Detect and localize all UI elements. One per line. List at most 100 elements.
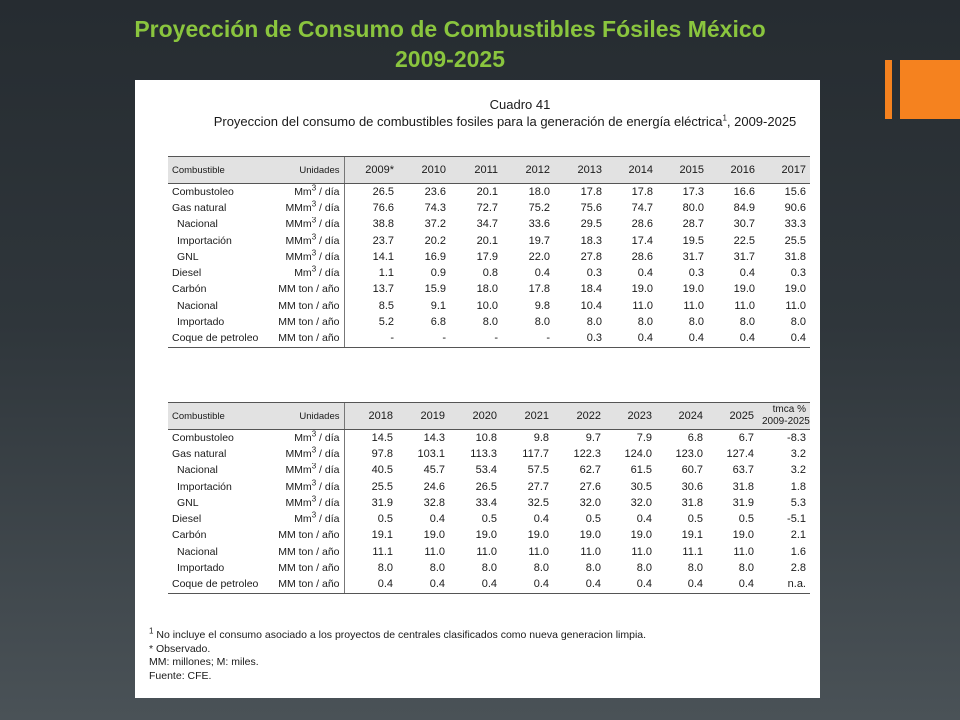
table-cell: 19.0 <box>527 529 549 542</box>
header-year: 2009* <box>343 156 398 184</box>
unit-prefix: MMm <box>285 218 312 231</box>
row-fuel-name: Nacional <box>177 299 218 312</box>
unit-exponent: 3 <box>311 478 317 488</box>
table-cell: 0.4 <box>397 576 449 594</box>
table-row: Importado MM ton / año 8.0 8.0 8.0 8.0 8.0 8.0 8… <box>168 560 810 577</box>
row-unit: MM ton / año <box>278 316 340 329</box>
table-cell: 0.5 <box>687 513 703 526</box>
table-cell: 19.0 <box>732 529 754 542</box>
row-unit: MMm3 / día <box>260 463 344 479</box>
table-cell: 8.0 <box>482 316 498 329</box>
table-cell: 37.2 <box>424 218 446 231</box>
table-cell: 11.1 <box>343 544 397 561</box>
table-cell: 76.6 <box>343 200 398 217</box>
table-cell: 7.9 <box>636 431 652 444</box>
table-cell: 19.5 <box>682 234 704 247</box>
table-caption-text: Proyeccion del consumo de combustibles f… <box>213 114 723 129</box>
table-cell: 0.4 <box>605 576 656 594</box>
unit-suffix: / día <box>316 480 340 493</box>
header-tmca-label: tmca % <box>772 404 806 415</box>
row-unit: MMm3 / día <box>260 495 344 511</box>
table-cell: 11.0 <box>476 545 497 558</box>
slide-title-line2: 2009-2025 <box>395 46 505 72</box>
table-cell: 0.4 <box>449 576 501 594</box>
table-cell: 31.8 <box>784 250 806 263</box>
table-row: Gas natural MMm3 / día 97.8 103.1 113.3 117.7… <box>168 446 810 463</box>
unit-exponent: 3 <box>311 183 317 193</box>
table-cell: 9.7 <box>585 431 601 444</box>
table-cell: 6.7 <box>738 431 754 444</box>
unit-prefix: Mm <box>294 185 312 198</box>
table-cell: 8.5 <box>343 298 398 315</box>
unit-suffix: / día <box>316 464 340 477</box>
row-fuel-name: Gas natural <box>172 447 227 460</box>
table-cell: 97.8 <box>343 446 397 463</box>
unit-suffix: / día <box>316 218 340 231</box>
table-cell: 113.3 <box>470 447 497 460</box>
row-fuel-name: Nacional <box>177 545 218 558</box>
row-unit: Mm3 / día <box>260 430 344 447</box>
table-cell-tmca: -5.1 <box>787 513 806 526</box>
table-cell: 17.8 <box>580 185 602 198</box>
table-row: Carbón MM ton / año 19.1 19.0 19.0 19.0 19.0 19… <box>168 527 810 545</box>
header-tmca-period: 2009-2025 <box>762 416 810 427</box>
row-fuel-name: Carbón <box>172 529 207 542</box>
table-cell: 17.8 <box>528 283 550 296</box>
accent-bar-thin <box>885 60 892 119</box>
table-cell: 80.0 <box>682 201 704 214</box>
table-cell: 0.4 <box>429 513 445 526</box>
projection-table-2009-2017: Combustible Unidades 2009* 2010 2011 2012 20… <box>168 156 810 348</box>
table-cell: 31.9 <box>732 496 754 509</box>
unit-prefix: MMm <box>285 447 312 460</box>
table-cell: 9.8 <box>533 431 549 444</box>
unit-prefix: Mm <box>294 267 312 280</box>
row-unit: MM ton / año <box>260 576 344 594</box>
table-cell: 19.0 <box>631 283 653 296</box>
table-row: Coque de petroleo MM ton / año - - - -0.3 0.4 0… <box>168 330 810 348</box>
row-unit: Mm3 / día <box>260 511 344 527</box>
table-header-row: Combustible Unidades 2009* 2010 2011 2012 20… <box>168 156 810 184</box>
table-cell: 11.0 <box>424 545 445 558</box>
table-cell: 18.0 <box>528 185 550 198</box>
table-cell: 84.9 <box>733 201 755 214</box>
table-cell: 1.1 <box>343 265 398 282</box>
header-year: 2015 <box>657 156 708 184</box>
table-cell: 9.1 <box>430 299 446 312</box>
header-year: 2010 <box>398 156 450 184</box>
table-cell: 0.4 <box>637 267 653 280</box>
table-cell: 22.0 <box>528 250 550 263</box>
table-cell: 57.5 <box>527 464 549 477</box>
unit-suffix: / día <box>316 447 340 460</box>
row-unit: MM ton / año <box>278 562 340 575</box>
table-cell: 25.5 <box>784 234 806 247</box>
row-unit: MM ton / año <box>278 529 340 542</box>
table-cell: 11.0 <box>785 299 806 312</box>
table-cell: 117.7 <box>522 447 549 460</box>
table-cell: 28.6 <box>631 250 653 263</box>
table-cell: 15.6 <box>784 185 806 198</box>
table-cell: 26.5 <box>343 183 398 201</box>
table-cell: 29.5 <box>580 218 602 231</box>
row-fuel-name: Coque de petroleo <box>168 576 260 594</box>
table-cell: 90.6 <box>784 201 806 214</box>
row-fuel-name: Diesel <box>172 513 202 526</box>
table-cell: 53.4 <box>475 464 497 477</box>
table-cell: 124.0 <box>624 447 652 460</box>
table-cell: 72.7 <box>476 201 498 214</box>
header-year: 2014 <box>606 156 657 184</box>
table-cell: 18.0 <box>476 283 498 296</box>
header-year: 2020 <box>449 402 501 430</box>
row-unit: MM ton / año <box>278 283 340 296</box>
projection-table-2018-2025: Combustible Unidades 2018 2019 2020 2021 202… <box>168 402 810 594</box>
slide-title: Proyección de Consumo de Combustibles Fó… <box>0 14 900 74</box>
table-cell: 8.0 <box>585 562 601 575</box>
table-cell: 31.9 <box>343 495 397 512</box>
table-row: Importado MM ton / año 5.2 6.8 8.0 8.0 8.0 8.0 8… <box>168 314 810 331</box>
table-header-row: Combustible Unidades 2018 2019 2020 2021 202… <box>168 402 810 430</box>
header-year: 2024 <box>656 402 707 430</box>
table-cell: 74.7 <box>631 201 653 214</box>
table-cell: 10.0 <box>476 299 498 312</box>
table-cell: 8.0 <box>637 316 653 329</box>
table-cell: 17.8 <box>631 185 653 198</box>
unit-prefix: MMm <box>285 201 312 214</box>
